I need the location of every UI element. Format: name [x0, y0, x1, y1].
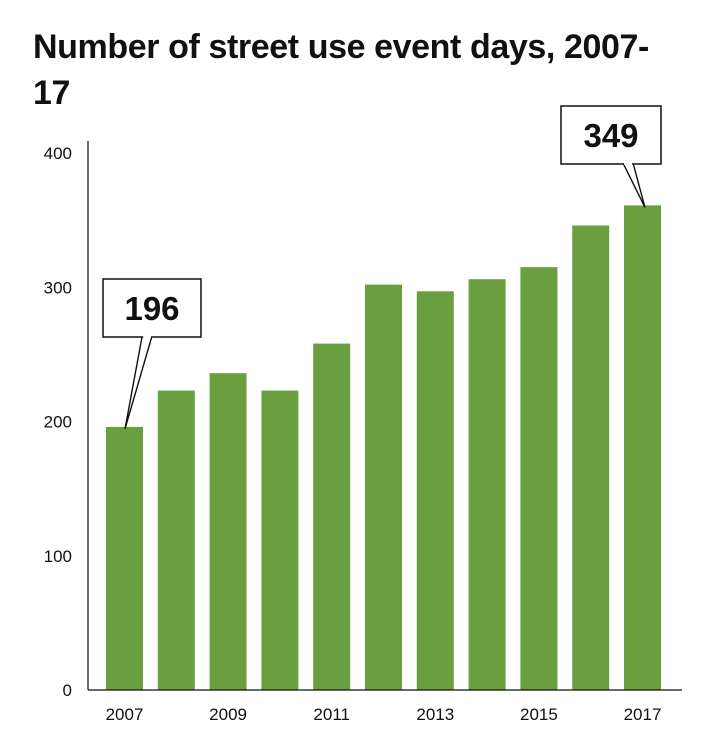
- x-tick-label: 2013: [416, 705, 454, 724]
- bar: [261, 390, 299, 690]
- y-tick-labels: 0 100 200 300 400: [44, 144, 72, 700]
- callout-pointer: [622, 162, 646, 208]
- bar: [572, 225, 610, 690]
- bar: [468, 279, 506, 690]
- bar: [520, 267, 558, 690]
- y-tick-label: 200: [44, 413, 72, 432]
- y-tick-label: 0: [63, 681, 72, 700]
- bar: [416, 291, 454, 690]
- x-tick-label: 2015: [520, 705, 558, 724]
- y-tick-label: 400: [44, 144, 72, 163]
- x-tick-label: 2017: [624, 705, 662, 724]
- callouts-layer: 196 349: [102, 105, 662, 430]
- bar: [157, 390, 195, 690]
- callout-pointer: [124, 335, 153, 430]
- y-tick-label: 300: [44, 278, 72, 297]
- callout-label: 349: [583, 117, 638, 154]
- bar: [209, 373, 247, 690]
- callout-label: 196: [124, 290, 179, 327]
- bar: [365, 284, 402, 690]
- y-tick-label: 100: [44, 547, 72, 566]
- bar: [624, 205, 661, 690]
- callout: 196: [102, 278, 202, 430]
- x-tick-labels: 2007 2009 2011 2013 2015 2017: [106, 705, 662, 724]
- callout: 349: [560, 105, 662, 208]
- bar: [106, 426, 143, 690]
- bars-layer: [106, 205, 661, 690]
- callout-box: [102, 278, 202, 338]
- callout-box: [560, 105, 662, 165]
- bar: [313, 343, 351, 690]
- x-tick-label: 2009: [209, 705, 247, 724]
- chart-title: Number of street use event days, 2007-17: [33, 28, 649, 112]
- x-tick-label: 2007: [106, 705, 144, 724]
- x-tick-label: 2011: [313, 705, 350, 724]
